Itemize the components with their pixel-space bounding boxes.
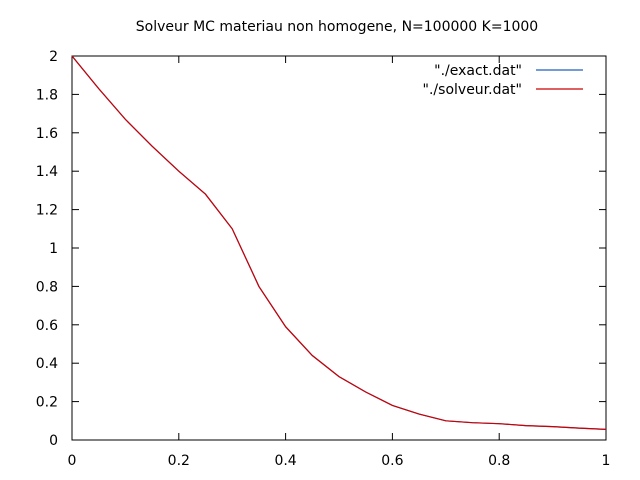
- y-tick-label: 0: [49, 433, 58, 449]
- y-tick-label: 2: [49, 49, 58, 65]
- series-line-0: [71, 55, 607, 430]
- y-tick-label: 0.2: [36, 395, 58, 411]
- axis-ticks: 0 0.2 0.4 0.6 0.8 1 0 0.2 0.4 0.6 0.8 1 1.2 1.4 1.6 1.8…: [36, 49, 611, 469]
- x-tick-label: 0: [68, 453, 77, 469]
- legend-label-0: "./exact.dat": [434, 63, 522, 79]
- legend: "./exact.dat" "./solveur.dat": [423, 63, 583, 98]
- y-tick-label: 1.8: [36, 87, 58, 103]
- series-line-1: [71, 55, 607, 430]
- x-tick-label: 0.4: [274, 453, 296, 469]
- plot-frame: [71, 55, 607, 441]
- x-tick-label: 0.6: [381, 453, 403, 469]
- y-tick-label: 0.6: [36, 318, 58, 334]
- y-tick-label: 1.2: [36, 203, 58, 219]
- chart-title: Solveur MC materiau non homogene, N=1000…: [136, 19, 538, 35]
- x-tick-label: 0.2: [168, 453, 190, 469]
- series-layer: [71, 55, 607, 430]
- x-tick-label: 0.8: [488, 453, 510, 469]
- y-tick-label: 0.8: [36, 279, 58, 295]
- y-tick-label: 1.6: [36, 126, 58, 142]
- y-tick-label: 1: [49, 241, 58, 257]
- legend-label-1: "./solveur.dat": [423, 82, 522, 98]
- plot-border: [71, 55, 607, 441]
- y-tick-label: 1.4: [36, 164, 58, 180]
- y-tick-label: 0.4: [36, 356, 58, 372]
- x-tick-label: 1: [602, 453, 611, 469]
